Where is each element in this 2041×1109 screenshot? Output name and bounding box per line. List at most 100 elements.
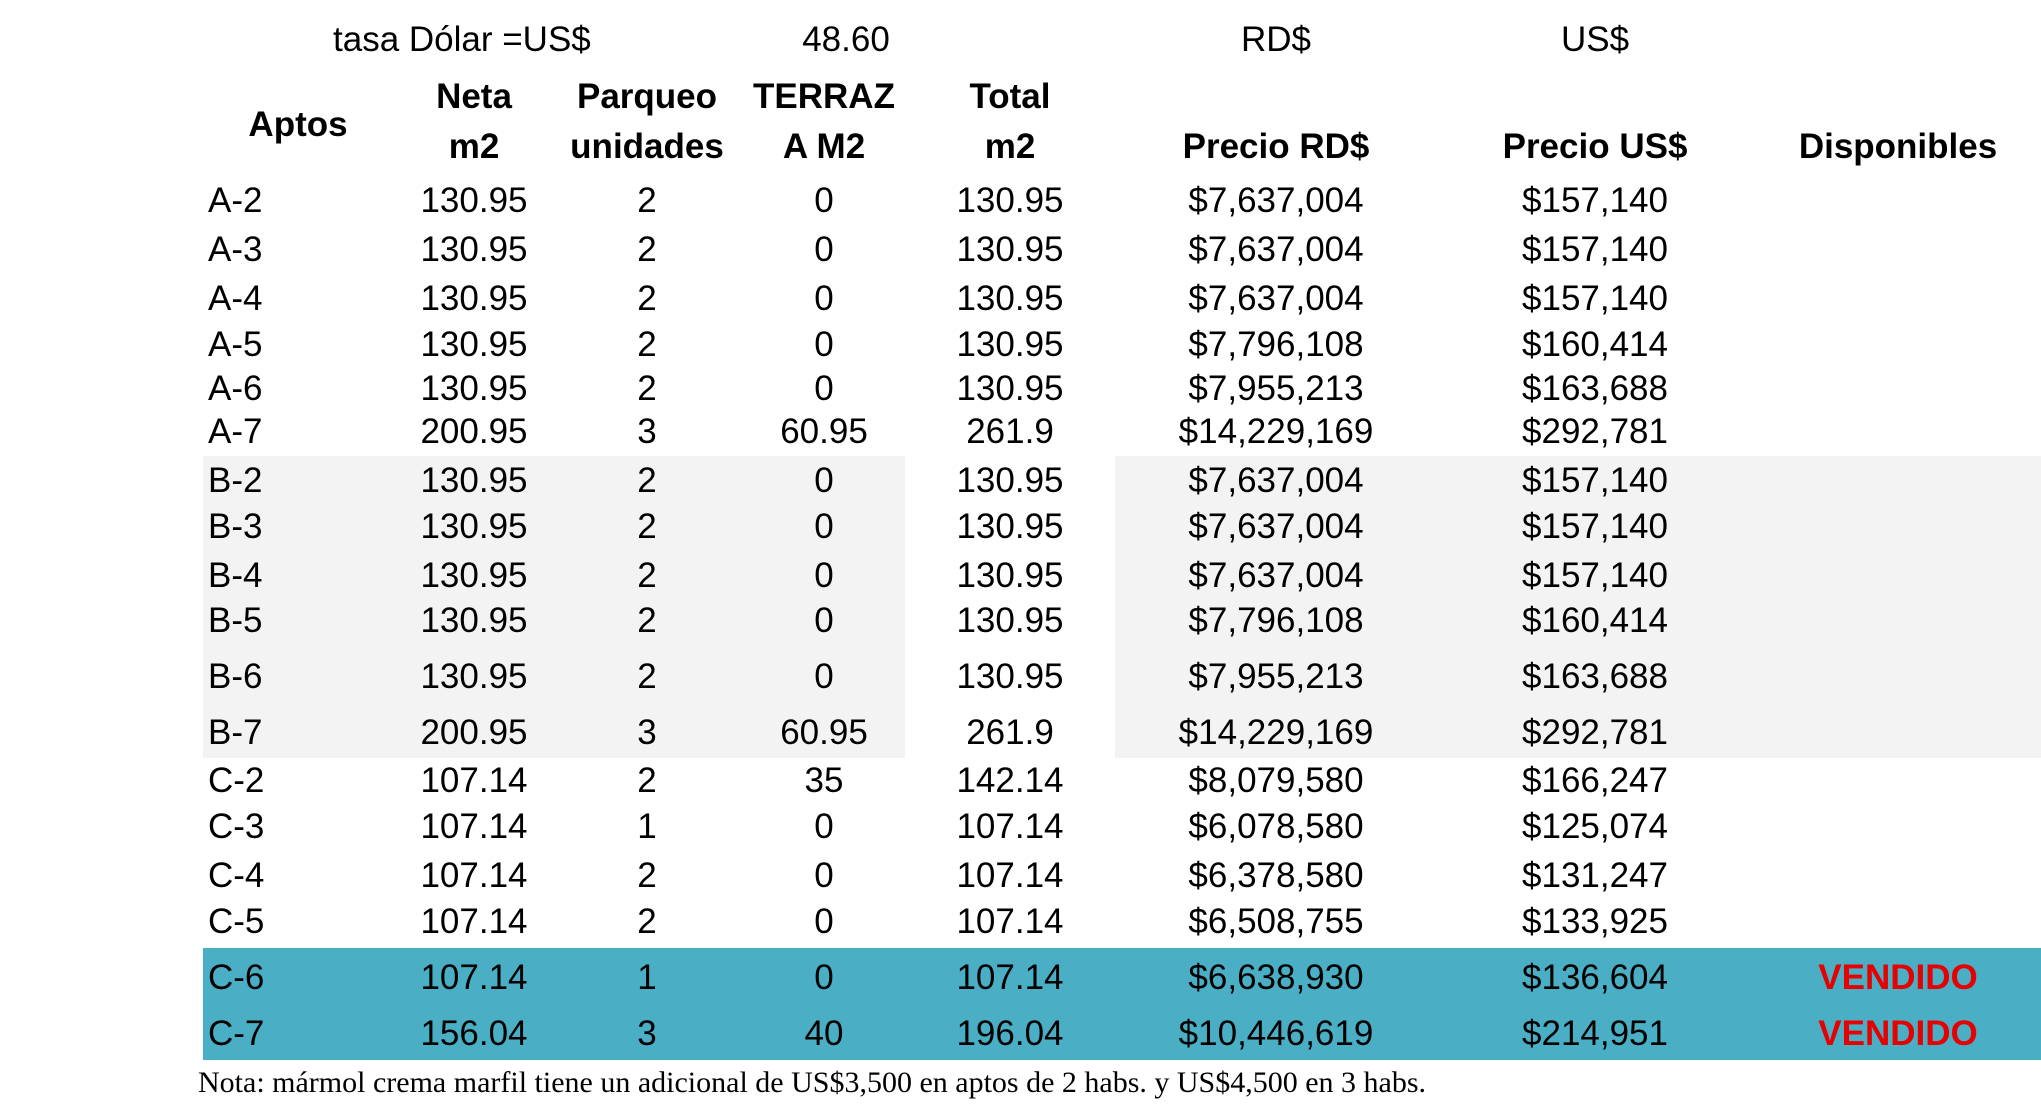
- cell-precio-us: $157,140: [1522, 556, 1668, 595]
- cell-precio-rd: $6,378,580: [1188, 856, 1364, 895]
- cell-parqueo: 2: [637, 279, 657, 318]
- cell-apto: B-7: [208, 713, 263, 752]
- cell-total: 261.9: [966, 713, 1054, 752]
- b-block-shade-right: [1115, 456, 2041, 758]
- cell-parqueo: 2: [637, 761, 657, 800]
- cell-apto: A-7: [208, 412, 263, 451]
- cell-parqueo: 2: [637, 181, 657, 220]
- cell-precio-us: $163,688: [1522, 657, 1668, 696]
- cell-neta: 156.04: [420, 1014, 528, 1053]
- cell-precio-rd: $7,637,004: [1188, 556, 1364, 595]
- cell-terraza: 0: [814, 461, 834, 500]
- cell-total: 130.95: [956, 461, 1064, 500]
- col-header-terraza-line1: TERRAZ: [753, 77, 895, 116]
- cell-parqueo: 3: [637, 412, 657, 451]
- col-header-neta-line1: Neta: [436, 77, 512, 116]
- col-header-parqueo-line2: unidades: [570, 127, 724, 166]
- exchange-rate-value: 48.60: [802, 20, 890, 59]
- cell-neta: 107.14: [420, 902, 528, 941]
- cell-total: 107.14: [956, 958, 1064, 997]
- cell-precio-us: $214,951: [1522, 1014, 1668, 1053]
- cell-terraza: 0: [814, 807, 834, 846]
- cell-precio-us: $163,688: [1522, 369, 1668, 408]
- cell-status: VENDIDO: [1818, 958, 1978, 997]
- cell-precio-rd: $6,078,580: [1188, 807, 1364, 846]
- cell-terraza: 0: [814, 369, 834, 408]
- cell-neta: 130.95: [420, 601, 528, 640]
- exchange-rate-label: tasa Dólar =US$: [333, 20, 591, 59]
- col-header-terraza-line2: A M2: [782, 127, 866, 166]
- cell-apto: B-5: [208, 601, 263, 640]
- cell-precio-rd: $7,955,213: [1188, 657, 1364, 696]
- cell-apto: C-2: [208, 761, 265, 800]
- cell-total: 130.95: [956, 369, 1064, 408]
- cell-parqueo: 2: [637, 325, 657, 364]
- cell-apto: A-5: [208, 325, 263, 364]
- cell-neta: 107.14: [420, 761, 528, 800]
- cell-total: 130.95: [956, 181, 1064, 220]
- cell-terraza: 0: [814, 856, 834, 895]
- col-header-precio-rd: Precio RD$: [1182, 127, 1370, 166]
- cell-parqueo: 2: [637, 601, 657, 640]
- cell-terraza: 60.95: [780, 713, 868, 752]
- col-header-neta-line2: m2: [448, 127, 500, 166]
- cell-precio-rd: $7,637,004: [1188, 279, 1364, 318]
- cell-neta: 130.95: [420, 461, 528, 500]
- cell-parqueo: 3: [637, 1014, 657, 1053]
- cell-total: 196.04: [956, 1014, 1064, 1053]
- cell-terraza: 0: [814, 279, 834, 318]
- cell-terraza: 0: [814, 325, 834, 364]
- cell-terraza: 0: [814, 181, 834, 220]
- currency-rd-label: RD$: [1240, 20, 1312, 59]
- cell-neta: 130.95: [420, 507, 528, 546]
- cell-total: 130.95: [956, 230, 1064, 269]
- cell-neta: 130.95: [420, 556, 528, 595]
- cell-apto: C-3: [208, 807, 265, 846]
- cell-terraza: 35: [804, 761, 844, 800]
- cell-apto: B-3: [208, 507, 263, 546]
- cell-parqueo: 2: [637, 369, 657, 408]
- cell-precio-rd: $7,637,004: [1188, 507, 1364, 546]
- cell-parqueo: 1: [637, 807, 657, 846]
- cell-precio-us: $136,604: [1522, 958, 1668, 997]
- cell-parqueo: 2: [637, 461, 657, 500]
- cell-precio-us: $166,247: [1522, 761, 1668, 800]
- cell-terraza: 60.95: [780, 412, 868, 451]
- cell-neta: 200.95: [420, 713, 528, 752]
- cell-total: 107.14: [956, 902, 1064, 941]
- cell-terraza: 0: [814, 657, 834, 696]
- cell-precio-rd: $7,796,108: [1188, 601, 1364, 640]
- currency-us-label: US$: [1560, 20, 1630, 59]
- cell-total: 130.95: [956, 657, 1064, 696]
- col-header-precio-us: Precio US$: [1502, 127, 1688, 166]
- cell-precio-us: $157,140: [1522, 507, 1668, 546]
- cell-precio-us: $292,781: [1522, 713, 1668, 752]
- cell-parqueo: 2: [637, 657, 657, 696]
- cell-neta: 130.95: [420, 279, 528, 318]
- cell-total: 261.9: [966, 412, 1054, 451]
- b-block-shade-left: [203, 456, 905, 758]
- cell-apto: A-3: [208, 230, 263, 269]
- cell-terraza: 0: [814, 507, 834, 546]
- cell-apto: A-6: [208, 369, 263, 408]
- cell-precio-rd: $7,637,004: [1188, 181, 1364, 220]
- cell-terraza: 0: [814, 556, 834, 595]
- cell-precio-rd: $6,638,930: [1188, 958, 1364, 997]
- cell-precio-us: $131,247: [1522, 856, 1668, 895]
- cell-parqueo: 2: [637, 902, 657, 941]
- cell-precio-rd: $10,446,619: [1178, 1014, 1374, 1053]
- cell-total: 107.14: [956, 807, 1064, 846]
- cell-precio-us: $133,925: [1522, 902, 1668, 941]
- cell-neta: 130.95: [420, 325, 528, 364]
- cell-terraza: 0: [814, 958, 834, 997]
- cell-apto: B-4: [208, 556, 263, 595]
- cell-neta: 130.95: [420, 369, 528, 408]
- cell-precio-us: $157,140: [1522, 461, 1668, 500]
- cell-precio-us: $160,414: [1522, 325, 1668, 364]
- cell-parqueo: 3: [637, 713, 657, 752]
- col-header-disponibles: Disponibles: [1798, 127, 1998, 166]
- cell-precio-us: $157,140: [1522, 181, 1668, 220]
- cell-precio-rd: $6,508,755: [1188, 902, 1364, 941]
- cell-precio-rd: $8,079,580: [1188, 761, 1364, 800]
